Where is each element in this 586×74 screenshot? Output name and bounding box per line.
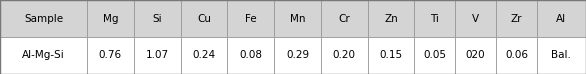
- Text: Si: Si: [152, 13, 162, 24]
- Bar: [537, 0, 586, 37]
- Bar: [367, 0, 414, 37]
- Bar: [321, 37, 367, 74]
- Bar: [496, 37, 537, 74]
- Bar: [134, 37, 180, 74]
- Text: Bal.: Bal.: [551, 50, 571, 61]
- Text: 0.76: 0.76: [99, 50, 122, 61]
- Bar: [274, 37, 321, 74]
- Text: Al: Al: [556, 13, 567, 24]
- Text: Cr: Cr: [338, 13, 350, 24]
- Text: 0.06: 0.06: [505, 50, 528, 61]
- Bar: [496, 0, 537, 37]
- Text: 020: 020: [466, 50, 485, 61]
- Bar: [367, 37, 414, 74]
- Text: 1.07: 1.07: [145, 50, 169, 61]
- Text: Zn: Zn: [384, 13, 398, 24]
- Text: Sample: Sample: [24, 13, 63, 24]
- Bar: [87, 37, 134, 74]
- Text: 0.05: 0.05: [423, 50, 447, 61]
- Bar: [455, 0, 496, 37]
- Bar: [87, 0, 134, 37]
- Text: Ti: Ti: [430, 13, 440, 24]
- Text: V: V: [472, 13, 479, 24]
- Bar: [414, 37, 455, 74]
- Text: 0.20: 0.20: [333, 50, 356, 61]
- Text: Mn: Mn: [289, 13, 305, 24]
- Bar: [455, 37, 496, 74]
- Text: 0.29: 0.29: [286, 50, 309, 61]
- Bar: [134, 0, 180, 37]
- Bar: [227, 0, 274, 37]
- Bar: [321, 0, 367, 37]
- Bar: [180, 37, 227, 74]
- Bar: [180, 0, 227, 37]
- Text: 0.08: 0.08: [239, 50, 262, 61]
- Text: Al-Mg-Si: Al-Mg-Si: [22, 50, 65, 61]
- Text: 0.15: 0.15: [380, 50, 403, 61]
- Bar: [274, 0, 321, 37]
- Bar: [537, 37, 586, 74]
- Text: Mg: Mg: [103, 13, 118, 24]
- Bar: [0, 37, 87, 74]
- Bar: [0, 0, 87, 37]
- Text: 0.24: 0.24: [192, 50, 216, 61]
- Text: Cu: Cu: [197, 13, 211, 24]
- Text: Fe: Fe: [245, 13, 257, 24]
- Bar: [227, 37, 274, 74]
- Bar: [414, 0, 455, 37]
- Text: Zr: Zr: [510, 13, 522, 24]
